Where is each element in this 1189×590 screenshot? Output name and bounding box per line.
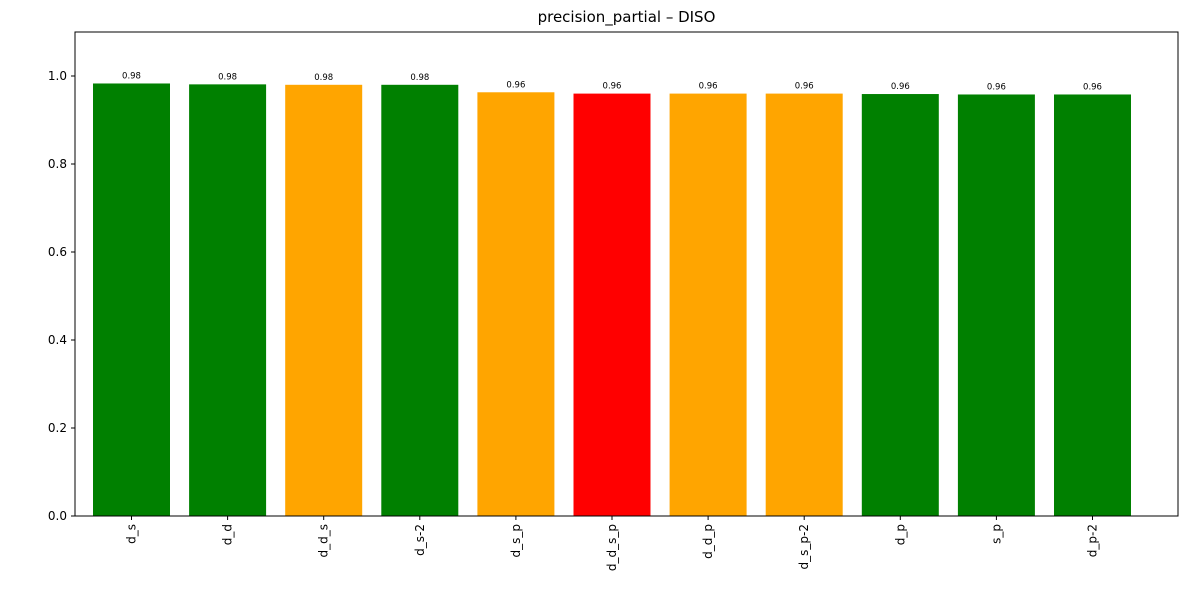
bar-d_p	[861, 94, 939, 516]
data-label-d_d_p: 0.96	[699, 82, 718, 92]
y-axis: 0.0 0.2 0.4 0.6 0.8 1.0	[48, 69, 75, 523]
bars-group: 0.98 0.98 0.98 0.98 0.96 0.96 0.96 0.96 0.96 0.96…	[93, 71, 1131, 517]
bar-d_p-2	[1054, 94, 1131, 516]
data-label-d_s-2: 0.98	[410, 73, 429, 83]
y-tick-label: 0.8	[48, 157, 67, 171]
x-tick-label-d_s-2: d_s-2	[413, 524, 427, 556]
x-axis: d_s d_d d_d_s d_s-2 d_s_p d_d_s_p d_d_p d_s_p-2…	[125, 516, 1100, 571]
data-label-d_p-2: 0.96	[1083, 82, 1102, 92]
x-tick-label-s_p: s_p	[989, 524, 1003, 544]
y-tick-label: 0.6	[48, 245, 67, 259]
y-tick-label: 0.4	[48, 333, 67, 347]
y-tick-label: 1.0	[48, 69, 67, 83]
data-label-d_s_p: 0.96	[506, 80, 525, 90]
x-tick-label-d_d_s: d_d_s	[317, 524, 331, 558]
bar-d_d_s	[285, 84, 363, 517]
x-tick-label-d_d: d_d	[221, 524, 235, 545]
bar-d_s-2	[381, 84, 459, 517]
x-tick-label-d_s_p: d_s_p	[509, 524, 523, 558]
bar-d_s	[93, 83, 170, 516]
data-label-d_s: 0.98	[122, 71, 141, 81]
bar-d_d_s_p	[573, 93, 651, 516]
bar-d_d_p	[669, 93, 747, 516]
data-label-d_d: 0.98	[218, 72, 237, 82]
x-tick-label-d_p-2: d_p-2	[1086, 524, 1100, 557]
plot-frame	[74, 31, 1179, 517]
data-label-d_d_s_p: 0.96	[603, 82, 622, 92]
data-label-d_s_p-2: 0.96	[795, 82, 814, 92]
x-tick-label-d_s: d_s	[125, 524, 139, 544]
bar-s_p	[957, 94, 1035, 516]
bar-d_d	[189, 84, 267, 517]
x-tick-label-d_d_p: d_d_p	[701, 524, 715, 559]
x-tick-label-d_p: d_p	[893, 524, 907, 545]
y-tick-label: 0.2	[48, 421, 67, 435]
data-label-s_p: 0.96	[987, 82, 1006, 92]
bar-d_s_p-2	[765, 93, 843, 516]
bar-d_s_p	[477, 92, 555, 516]
x-tick-label-d_d_s_p: d_d_s_p	[605, 524, 619, 571]
data-label-d_d_s: 0.98	[314, 73, 333, 83]
y-tick-label: 0.0	[48, 509, 67, 523]
data-label-d_p: 0.96	[891, 82, 910, 92]
x-tick-label-d_s_p-2: d_s_p-2	[797, 524, 811, 569]
chart-title: precision_partial – DISO	[538, 8, 716, 27]
